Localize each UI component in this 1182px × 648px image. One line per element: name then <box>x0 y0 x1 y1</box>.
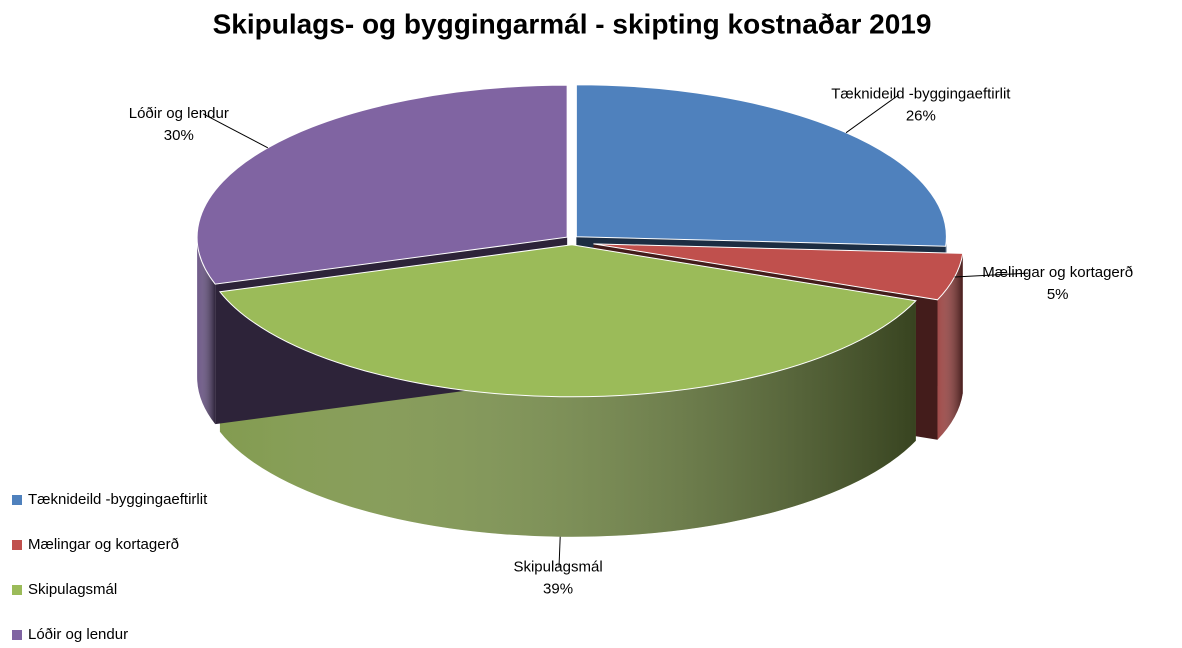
slice-side-shade <box>937 253 963 440</box>
data-label-name: Mælingar og kortagerð <box>982 264 1133 281</box>
legend-swatch <box>12 630 22 640</box>
legend-swatch <box>12 540 22 550</box>
data-label-value: 30% <box>164 127 194 144</box>
slice <box>575 84 947 247</box>
leader-line <box>558 536 561 568</box>
slice <box>196 84 568 285</box>
legend-swatch <box>12 585 22 595</box>
legend-swatch <box>12 495 22 505</box>
leader-line <box>954 272 1029 278</box>
slice <box>218 244 917 398</box>
slice <box>593 243 964 301</box>
data-label-value: 39% <box>543 580 573 597</box>
pie: Tæknideild -byggingaeftirlit 26% Mælingar … <box>129 84 1133 597</box>
chart-title: Skipulags- og byggingarmál - skipting ko… <box>213 8 932 39</box>
slice-side-shade <box>219 291 916 537</box>
data-label-value: 5% <box>1047 286 1069 303</box>
data-label-name: Skipulagsmál <box>513 558 602 575</box>
legend-label: Mælingar og kortagerð <box>28 536 179 553</box>
leader-line <box>845 94 900 134</box>
leader-line <box>202 113 269 149</box>
legend-label: Skipulagsmál <box>28 581 117 598</box>
slice-side-shade <box>197 237 216 425</box>
data-label-name: Lóðir og lendur <box>129 105 229 122</box>
data-label-value: 26% <box>906 108 936 125</box>
legend-label: Lóðir og lendur <box>28 626 128 643</box>
legend: Tæknideild -byggingaeftirlit Mælingar og … <box>12 491 208 643</box>
legend-label: Tæknideild -byggingaeftirlit <box>28 491 208 508</box>
data-label-name: Tæknideild -byggingaeftirlit <box>831 86 1011 103</box>
